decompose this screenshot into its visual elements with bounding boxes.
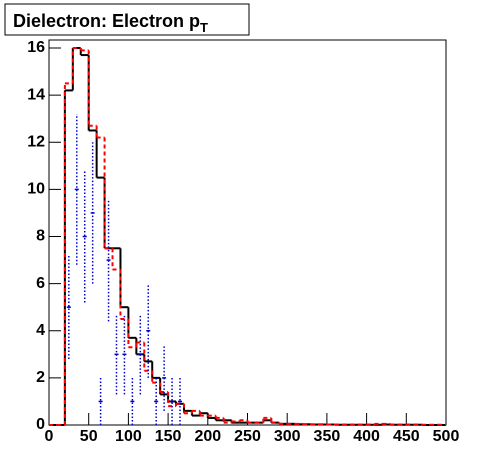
y-tick-label: 12	[27, 133, 45, 150]
title-main: Dielectron: Electron p	[13, 11, 200, 31]
x-tick-label: 300	[274, 428, 301, 445]
y-tick-label: 10	[27, 181, 45, 198]
title-box	[4, 3, 250, 36]
x-tick-label: 350	[314, 428, 341, 445]
y-tick-label: 0	[36, 416, 45, 433]
x-tick-label: 450	[393, 428, 420, 445]
chart-title: Dielectron: Electron pT	[13, 11, 208, 35]
y-tick-label: 6	[36, 275, 45, 292]
x-tick-label: 200	[194, 428, 221, 445]
x-tick-label: 400	[353, 428, 380, 445]
y-tick-label: 4	[36, 322, 45, 339]
y-tick-label: 2	[36, 369, 45, 386]
x-tick-label: 150	[155, 428, 182, 445]
x-tick-label: 0	[45, 428, 54, 445]
y-tick-label: 8	[36, 228, 45, 245]
x-tick-label: 250	[234, 428, 261, 445]
y-tick-label: 16	[27, 39, 45, 56]
title-subscript: T	[200, 20, 208, 35]
y-tick-label: 14	[27, 86, 45, 103]
x-tick-label: 50	[80, 428, 98, 445]
x-tick-label: 500	[433, 428, 460, 445]
x-tick-label: 100	[115, 428, 142, 445]
